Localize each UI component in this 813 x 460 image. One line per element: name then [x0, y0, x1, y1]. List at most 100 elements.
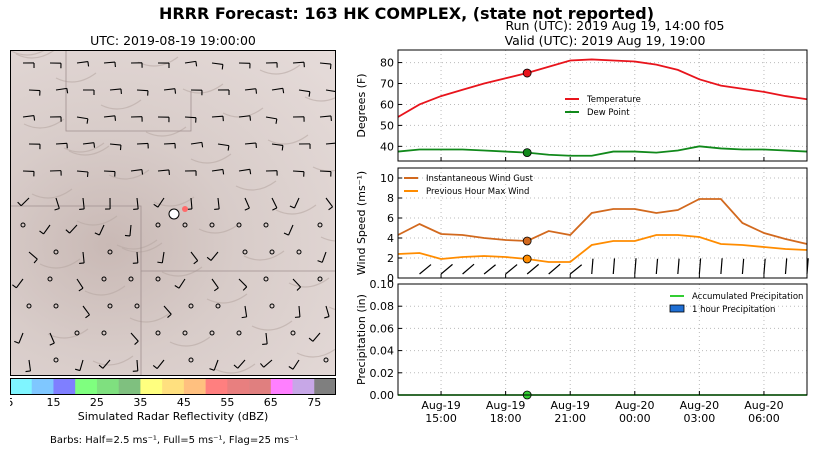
- wind-barb-flag: [281, 145, 284, 151]
- calm-wind-marker: [47, 276, 53, 282]
- terrain-ridge: [169, 336, 211, 347]
- y-tick-label: 2: [387, 252, 394, 265]
- wind-barb-flag: [66, 88, 69, 94]
- wind-barb: [55, 87, 67, 91]
- wind-barb: [103, 115, 115, 118]
- wind-barb: [238, 115, 250, 118]
- colorbar-cell: [31, 378, 54, 394]
- wind-barb-flag: [328, 206, 333, 211]
- wind-barb: [462, 263, 475, 275]
- y-tick-label: 6: [387, 212, 394, 225]
- reflectivity-colorbar: 5 15 25 35 45 55 65 75: [10, 378, 336, 409]
- colorbar-tick-label: 5: [10, 396, 14, 409]
- wind-barb: [28, 89, 41, 92]
- wind-barb-flag: [49, 342, 55, 346]
- wind-barb: [238, 168, 250, 172]
- wind-barb: [190, 141, 202, 145]
- wind-barb: [76, 278, 84, 289]
- terrain-ridge: [259, 64, 301, 75]
- wind-barb-flag: [260, 363, 265, 368]
- calm-wind-marker: [26, 303, 32, 309]
- wind-barb: [591, 258, 594, 275]
- wind-barb: [213, 359, 219, 371]
- wind-barb-flag: [255, 88, 258, 94]
- wind-barb: [190, 251, 199, 262]
- wind-barb-flag: [17, 201, 22, 207]
- wind-barb-flag: [33, 258, 38, 264]
- colorbar-tick-label: 75: [307, 396, 321, 409]
- map-time-label: UTC: 2019-08-19 19:00:00: [90, 33, 256, 48]
- wind-barb: [76, 116, 88, 120]
- wind-barb-flag: [193, 260, 199, 265]
- terrain-ridge: [84, 285, 126, 296]
- wind-barb: [20, 197, 30, 207]
- terrain-ridge: [11, 51, 45, 56]
- series-line-secondary: [397, 234, 808, 263]
- wind-barb: [271, 197, 278, 209]
- wind-barb: [136, 197, 139, 209]
- wind-barb: [211, 62, 223, 65]
- wind-barb: [130, 332, 139, 342]
- fire-location-marker: [168, 208, 180, 220]
- legend-swatch: [669, 304, 685, 313]
- wind-barb-flag: [324, 316, 330, 319]
- wind-barb-flag: [157, 261, 163, 264]
- colorbar-cell: [53, 378, 76, 394]
- colorbar-tick-label: 55: [220, 396, 234, 409]
- terrain-ridge: [214, 363, 256, 374]
- wind-barb-flag: [296, 286, 301, 291]
- colorbar-title: Simulated Radar Reflectivity (dBZ): [77, 410, 269, 423]
- wind-barb-flag: [317, 260, 323, 263]
- wind-barb: [103, 61, 116, 64]
- y-tick-label: 4: [387, 232, 394, 245]
- wind-barb: [161, 251, 165, 263]
- colorbar-tick-label: 45: [177, 396, 191, 409]
- colorbar-cell: [162, 378, 185, 394]
- wind-barb: [76, 60, 88, 64]
- wind-barb: [102, 359, 111, 369]
- y-axis-label: Precipitation (in): [355, 294, 368, 385]
- wind-barb-flag: [86, 118, 89, 124]
- x-tick-label-time: 00:00: [619, 412, 651, 425]
- colorbar-cell: [75, 378, 98, 394]
- colorbar-frame: [10, 378, 336, 395]
- x-tick-label-time: 21:00: [554, 412, 586, 425]
- wind-barb: [293, 197, 300, 209]
- colorbar-tick-label: 35: [133, 396, 147, 409]
- wind-barb-flag: [249, 115, 252, 121]
- wind-barb-flag: [98, 364, 104, 369]
- terrain-ridge: [92, 355, 134, 366]
- terrain-ridge: [235, 180, 277, 191]
- wind-barb: [76, 170, 89, 173]
- terrain-ridge: [100, 99, 142, 110]
- wind-barb: [79, 359, 84, 371]
- terrain-ridge: [23, 118, 65, 129]
- wind-barb-flag: [134, 340, 139, 345]
- wind-barb: [483, 264, 496, 275]
- current-time-marker: [522, 68, 532, 78]
- calm-wind-marker: [323, 357, 329, 363]
- x-tick-label-date: Aug-19: [486, 399, 525, 412]
- terrain-ridge: [145, 126, 187, 137]
- wind-barb: [265, 332, 268, 344]
- wind-barb-flag: [241, 316, 247, 319]
- terrain-ridge: [116, 239, 158, 250]
- calm-wind-marker: [182, 222, 188, 228]
- wind-barb: [292, 278, 301, 288]
- wind-barb: [263, 359, 273, 368]
- terrain-ridge: [288, 277, 330, 288]
- wind-barb: [319, 170, 332, 173]
- wind-barb: [55, 142, 68, 145]
- wind-barb: [419, 264, 432, 275]
- wind-barb-flag: [94, 232, 100, 236]
- calm-wind-marker: [263, 276, 269, 282]
- calm-wind-marker: [290, 330, 296, 336]
- wind-barb-flag: [221, 64, 224, 70]
- wind-barb: [319, 115, 332, 118]
- calm-wind-marker: [107, 303, 113, 309]
- x-tick-label-time: 15:00: [425, 412, 457, 425]
- wind-barb-flag: [14, 340, 20, 344]
- main-title: HRRR Forecast: 163 HK COMPLEX, (state no…: [158, 4, 655, 23]
- calm-wind-marker: [74, 330, 80, 336]
